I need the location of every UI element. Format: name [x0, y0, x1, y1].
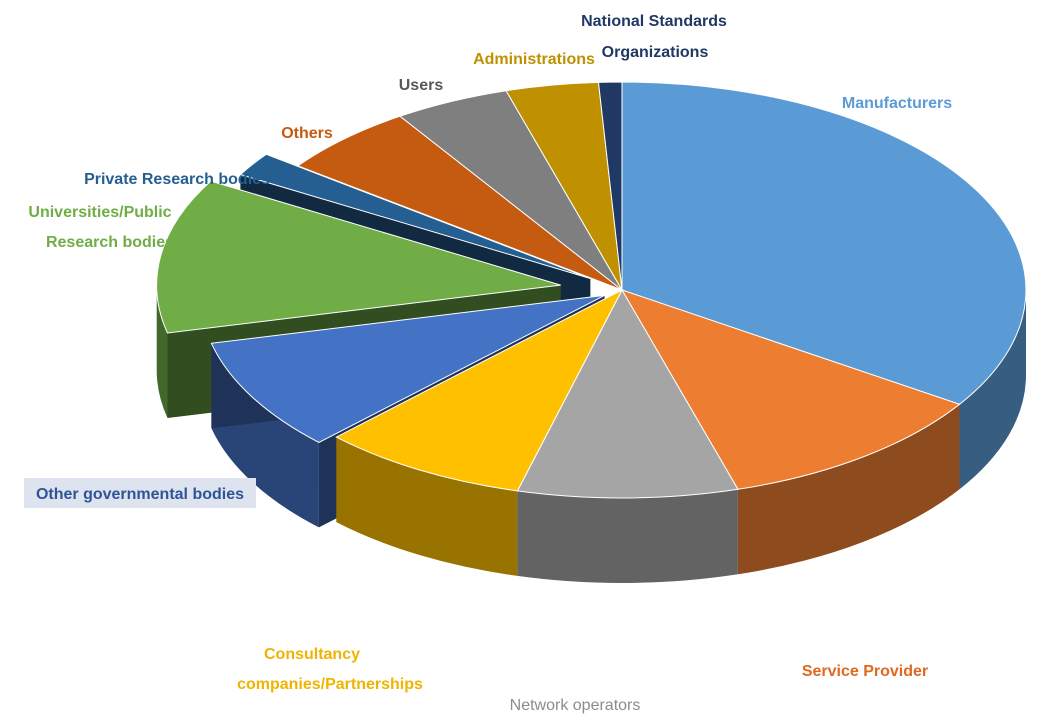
slice-consultancy-companies-partnerships: [335, 288, 624, 492]
label-other-governmental-bodies: Other governmental bodies: [36, 486, 244, 503]
slice-private-research-bodies: [239, 153, 591, 279]
label-consultancy-2: companies/Partnerships: [237, 676, 423, 693]
slice-side-2: [517, 489, 738, 584]
label-network-operators: Network operators: [510, 697, 641, 714]
label-others: Others: [281, 125, 333, 142]
label-users: Users: [399, 77, 444, 94]
slice-side-5: [156, 285, 168, 418]
other-gov-label-bg: [24, 478, 256, 508]
label-private-research-bodies: Private Research bodies: [84, 171, 270, 188]
label-nso-2: Organizations: [602, 44, 709, 61]
label-manufacturers: Manufacturers: [842, 95, 952, 112]
label-universities-2: Research bodies: [46, 234, 174, 251]
label-consultancy-1: Consultancy: [264, 646, 360, 663]
label-universities-1: Universities/Public: [28, 204, 171, 221]
slice-national-standards-organizations: [597, 81, 623, 291]
slice-other-governmental-bodies: [210, 294, 605, 443]
slice-network-operators: [516, 288, 739, 499]
label-service-provider: Service Provider: [802, 663, 928, 680]
slice-others: [296, 115, 623, 291]
pie-labels: Manufacturers Service Provider Network o…: [28, 13, 952, 714]
label-administrations: Administrations: [473, 51, 595, 68]
slice-side-0: [959, 290, 1026, 490]
slice-side-3: [336, 437, 518, 576]
label-nso-1: National Standards: [581, 13, 727, 30]
slice-universities-public-research-bodies: [156, 180, 561, 334]
slice-service-provider: [620, 289, 961, 490]
slice-side-1: [737, 404, 960, 575]
pie-slices: [156, 81, 1027, 584]
